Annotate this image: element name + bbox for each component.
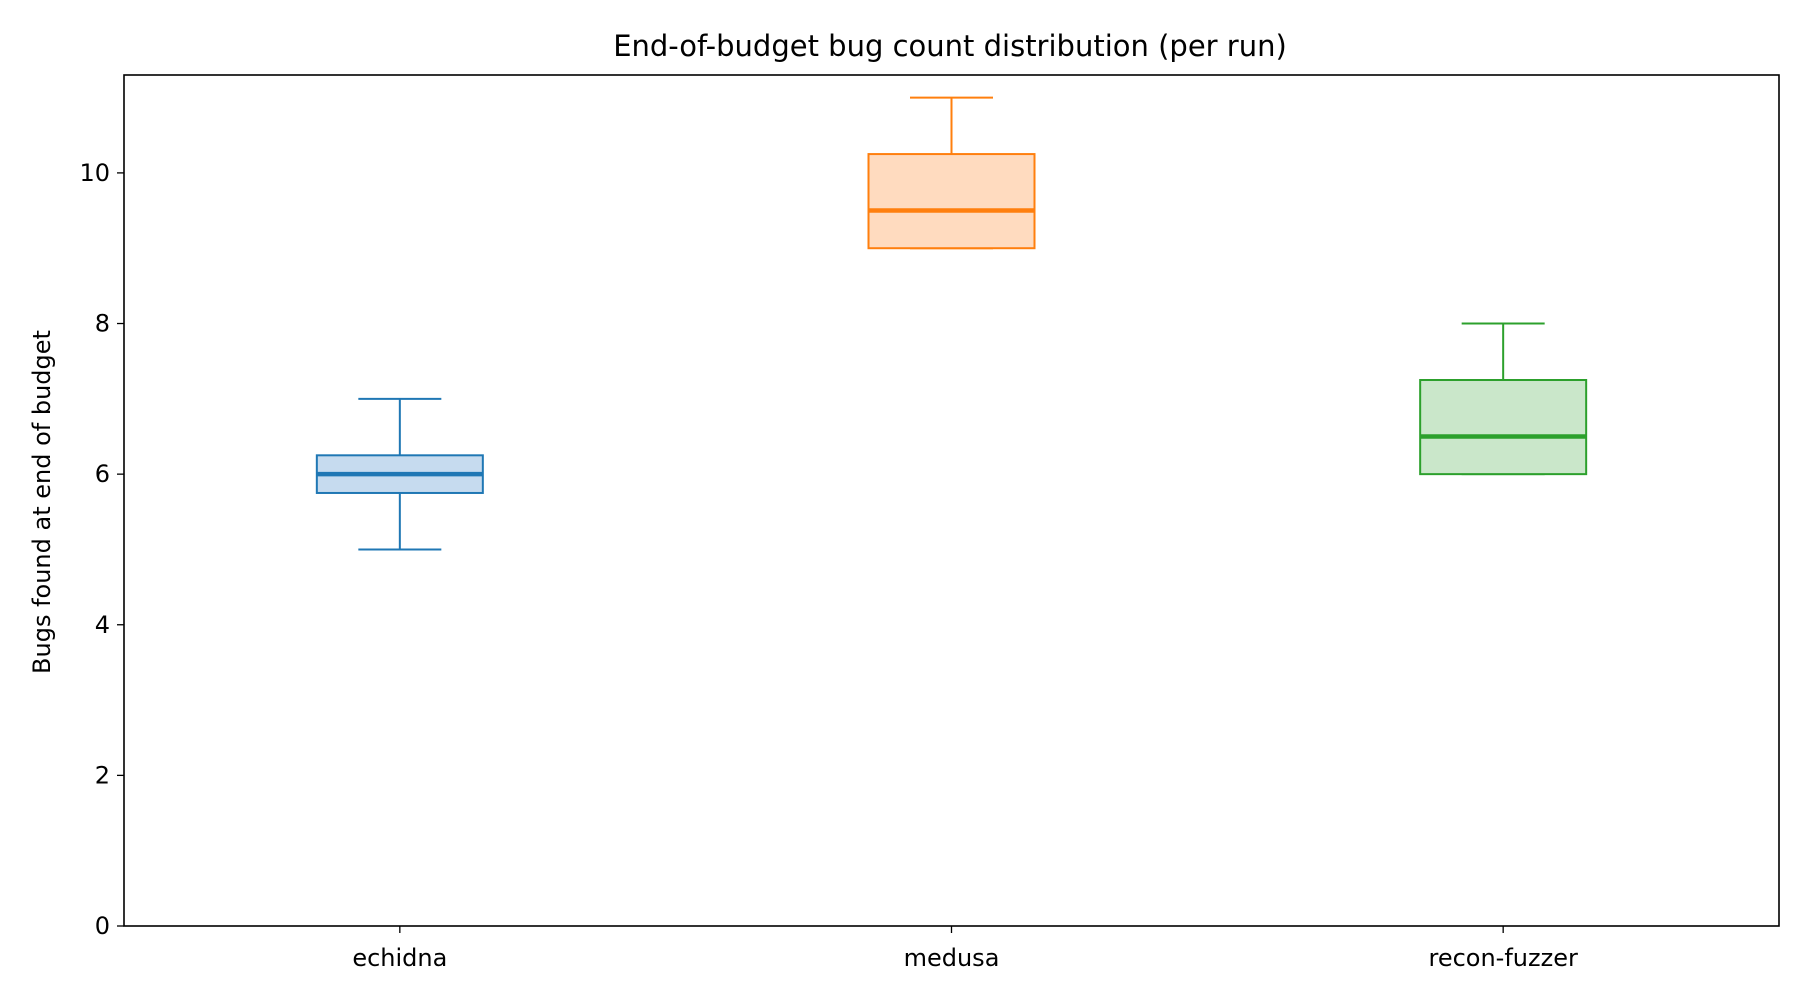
y-tick-label: 6: [95, 460, 110, 488]
y-tick-label: 4: [95, 611, 110, 639]
box-medusa: [867, 153, 1036, 250]
y-tick-label: 8: [95, 310, 110, 338]
y-tick-label: 0: [95, 912, 110, 940]
x-tick-label: echidna: [352, 944, 447, 972]
x-tick-label: recon-fuzzer: [1428, 944, 1577, 972]
y-tick-label: 2: [95, 761, 110, 789]
plot-area: 0 2 4 6 8 10 echidna medusa recon-fuzzer: [79, 74, 1780, 972]
box-recon-fuzzer: [1419, 379, 1588, 476]
y-tick-label: 10: [79, 159, 110, 187]
y-axis-label: Bugs found at end of budget: [28, 330, 56, 674]
x-tick-label: medusa: [904, 944, 1000, 972]
chart-title: End-of-budget bug count distribution (pe…: [613, 29, 1287, 63]
